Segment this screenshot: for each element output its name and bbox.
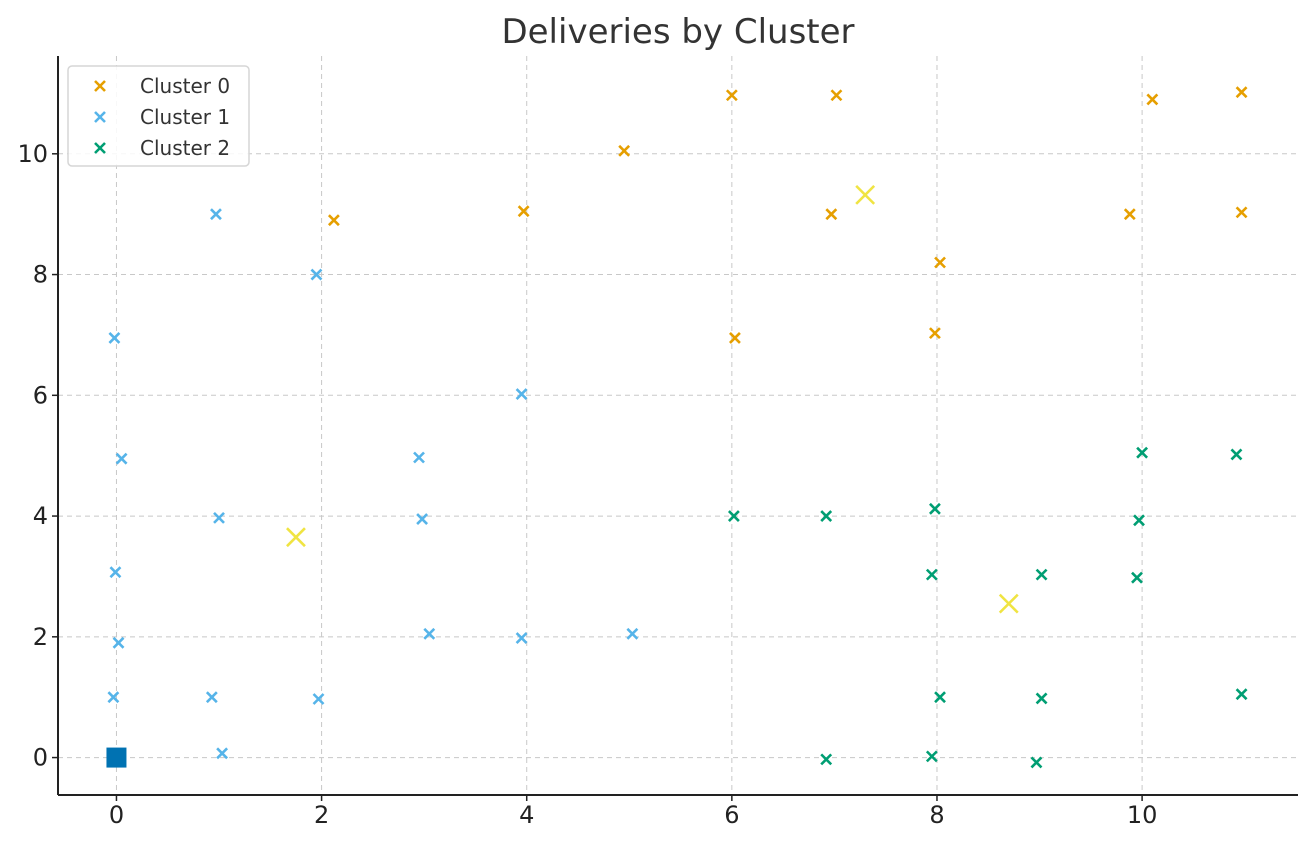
centroid-marker (286, 527, 306, 548)
y-tick-label: 4 (33, 502, 48, 530)
legend-label-cluster-1: Cluster 1 (140, 105, 230, 129)
cluster-2-point (1035, 568, 1048, 581)
data-points (106, 86, 1248, 769)
y-tick-label: 10 (17, 140, 48, 168)
cluster-0-point (517, 205, 530, 218)
cluster-2-point (934, 691, 946, 704)
cluster-0-point (729, 332, 741, 344)
centroid-marker (998, 593, 1019, 614)
x-tick-label: 6 (724, 801, 739, 829)
x-tick-label: 10 (1127, 801, 1158, 829)
cluster-0-point (929, 327, 941, 340)
chart-title: Deliveries by Cluster (501, 12, 854, 52)
y-tick-label: 8 (33, 261, 48, 289)
cluster-0-point (618, 144, 631, 157)
cluster-0-point (1235, 206, 1248, 219)
cluster-1-point (115, 452, 128, 465)
cluster-0-point (1123, 208, 1136, 221)
cluster-0-point (1235, 86, 1248, 99)
cluster-1-point (210, 208, 222, 221)
depot-marker (106, 747, 127, 768)
legend-label-cluster-2: Cluster 2 (140, 136, 230, 160)
cluster-0-point (825, 208, 838, 221)
cluster-1-point (413, 451, 425, 464)
x-tick-label: 2 (314, 801, 329, 829)
legend-label-cluster-0: Cluster 0 (140, 74, 230, 98)
legend-marker-cluster-1 (94, 111, 106, 123)
cluster-1-point (416, 513, 429, 526)
x-tick-label: 8 (929, 801, 944, 829)
axes (57, 56, 1298, 796)
cluster-1-point (109, 566, 122, 579)
cluster-1-point (310, 268, 323, 281)
cluster-1-point (515, 388, 528, 401)
x-tick-label: 4 (519, 801, 534, 829)
cluster-1-point (213, 511, 225, 524)
cluster-2-point (820, 753, 833, 766)
cluster-2-point (820, 510, 833, 522)
cluster-1-point (312, 693, 325, 705)
cluster-1-point (205, 691, 218, 704)
cluster-1-point (108, 332, 121, 344)
y-tick-label: 2 (33, 623, 48, 651)
ticks: 0 2 4 6 8 10 0 2 4 6 8 10 (17, 140, 1157, 829)
cluster-2-point (1131, 571, 1143, 584)
cluster-2-point (925, 568, 938, 581)
cluster-1-point (216, 747, 229, 760)
cluster-1-point (112, 636, 125, 649)
centroid-marker (855, 184, 876, 205)
cluster-2-point (1235, 688, 1248, 701)
cluster-2-point (925, 750, 938, 763)
cluster-1-point (626, 627, 639, 640)
legend-box (67, 65, 250, 167)
cluster-0-point (1146, 93, 1159, 106)
cluster-2-point (1030, 756, 1043, 769)
y-tick-label: 6 (33, 381, 48, 409)
cluster-2-point (1133, 514, 1145, 527)
legend-marker-cluster-2 (94, 142, 106, 154)
cluster-2-point (1230, 448, 1243, 461)
cluster-0-point (725, 89, 738, 102)
cluster-1-point (515, 632, 528, 644)
cluster-1-point (423, 627, 436, 640)
legend-marker-cluster-0 (94, 80, 106, 92)
cluster-2-point (929, 502, 941, 515)
cluster-2-point (727, 510, 740, 522)
cluster-0-point (830, 89, 843, 102)
grid (58, 56, 1298, 795)
cluster-0-point (934, 256, 946, 269)
legend: Cluster 0 Cluster 1 Cluster 2 (67, 65, 250, 167)
y-tick-label: 0 (33, 744, 48, 772)
cluster-1-point (107, 691, 120, 704)
cluster-2-point (1035, 692, 1048, 705)
x-tick-label: 0 (109, 801, 124, 829)
cluster-0-point (327, 214, 340, 227)
cluster-2-point (1136, 446, 1149, 459)
